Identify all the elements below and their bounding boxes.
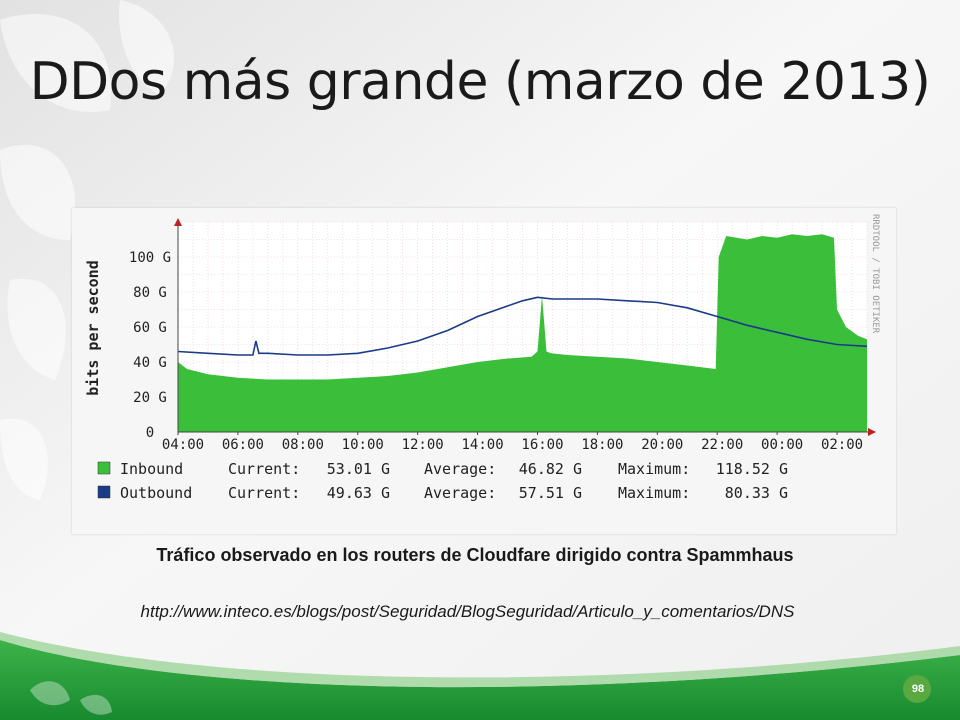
footer-leaf-icon <box>30 681 112 715</box>
legend-maximum-label: Maximum: <box>618 484 690 502</box>
legend-series-name: Inbound <box>120 460 183 478</box>
chart-caption: Tráfico observado en los routers de Clou… <box>156 545 794 565</box>
y-tick-label: 80 G <box>133 285 167 301</box>
legend-current-label: Current: <box>228 484 300 502</box>
x-tick-label: 00:00 <box>761 437 803 453</box>
y-tick-label: 60 G <box>133 320 167 336</box>
x-tick-label: 18:00 <box>581 437 623 453</box>
legend-maximum-value: 80.33 G <box>725 484 788 502</box>
y-axis-arrow-icon <box>174 218 182 226</box>
x-tick-label: 12:00 <box>402 437 444 453</box>
x-tick-label: 02:00 <box>821 437 863 453</box>
y-tick-label: 0 <box>146 425 154 441</box>
legend-average-label: Average: <box>424 484 496 502</box>
watermark: RRDTOOL / TOBI OETIKER <box>870 214 880 334</box>
source-url: http://www.inteco.es/blogs/post/Segurida… <box>140 602 795 621</box>
legend: Inbound Current: 53.01 G Average: 46.82 G Max… <box>97 460 788 502</box>
legend-maximum-value: 118.52 G <box>716 460 788 478</box>
y-tick-label: 100 G <box>129 250 171 266</box>
x-tick-label: 08:00 <box>282 437 324 453</box>
legend-average-value: 46.82 G <box>519 460 582 478</box>
traffic-chart: 0 20 G 40 G 60 G 80 G 100 G 04:00 06:00 08:00 10… <box>84 214 880 502</box>
x-tick-labels: 04:00 06:00 08:00 10:00 12:00 14:00 16:00 18:00… <box>162 432 863 453</box>
legend-average-value: 57.51 G <box>519 484 582 502</box>
legend-current-label: Current: <box>228 460 300 478</box>
series-layer <box>177 234 868 432</box>
x-tick-label: 20:00 <box>641 437 683 453</box>
x-tick-label: 22:00 <box>701 437 743 453</box>
legend-current-value: 49.63 G <box>327 484 390 502</box>
y-axis-label: bits per second <box>84 260 102 395</box>
x-tick-label: 16:00 <box>521 437 563 453</box>
x-tick-label: 14:00 <box>461 437 503 453</box>
legend-maximum-label: Maximum: <box>618 460 690 478</box>
x-tick-label: 04:00 <box>162 437 204 453</box>
legend-current-value: 53.01 G <box>327 460 390 478</box>
chart-panel: 0 20 G 40 G 60 G 80 G 100 G 04:00 06:00 08:00 10… <box>72 208 896 534</box>
legend-average-label: Average: <box>424 460 496 478</box>
slide-title: DDos más grande (marzo de 2013) <box>29 52 931 112</box>
x-axis-arrow-icon <box>868 428 876 436</box>
page-number: 98 <box>911 683 925 695</box>
leaf-decoration-icon <box>0 0 175 500</box>
legend-swatch-outbound <box>97 485 111 499</box>
x-tick-label: 06:00 <box>222 437 264 453</box>
series-area-inbound <box>178 234 867 432</box>
y-tick-label: 20 G <box>133 390 167 406</box>
y-tick-label: 40 G <box>133 355 167 371</box>
series-line-outbound <box>177 296 868 356</box>
y-tick-labels: 0 20 G 40 G 60 G 80 G 100 G <box>129 250 171 441</box>
footer-band <box>0 640 960 720</box>
legend-swatch-inbound <box>97 461 111 475</box>
axes-layer <box>174 218 876 436</box>
legend-series-name: Outbound <box>120 484 192 502</box>
x-tick-label: 10:00 <box>342 437 384 453</box>
